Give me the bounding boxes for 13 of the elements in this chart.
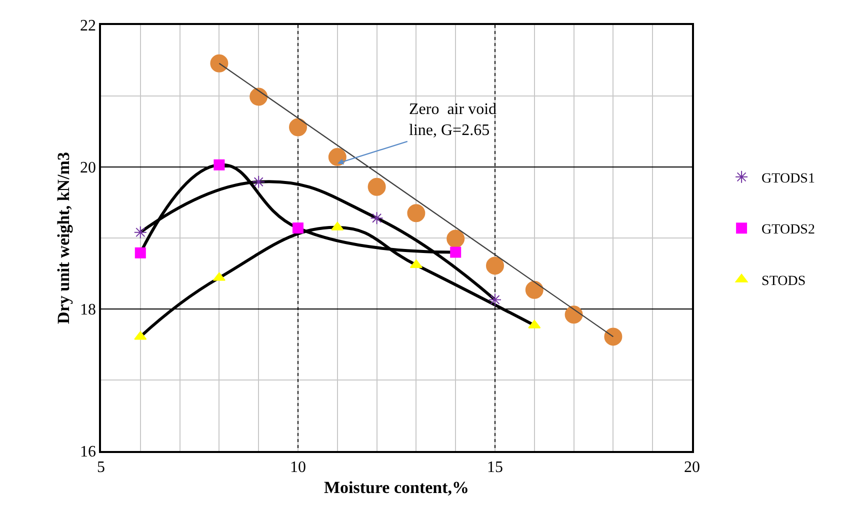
x-tick-label: 20	[684, 458, 700, 476]
y-tick-label: 20	[80, 160, 96, 177]
legend-label: GTODS1	[762, 171, 815, 186]
x-tick-label: 10	[290, 458, 306, 476]
legend-label: GTODS2	[762, 222, 815, 238]
x-tick-label: 15	[487, 458, 503, 476]
y-tick-label: 16	[80, 444, 96, 461]
x-tick-label: 5	[97, 458, 105, 476]
x-axis-title: Moisture content,%	[324, 478, 470, 497]
y-tick-label: 22	[80, 18, 96, 35]
y-tick-label: 18	[80, 302, 96, 319]
y-axis-title: Dry unit weight, kN/m3	[54, 152, 74, 324]
legend-label: STODS	[762, 274, 806, 289]
